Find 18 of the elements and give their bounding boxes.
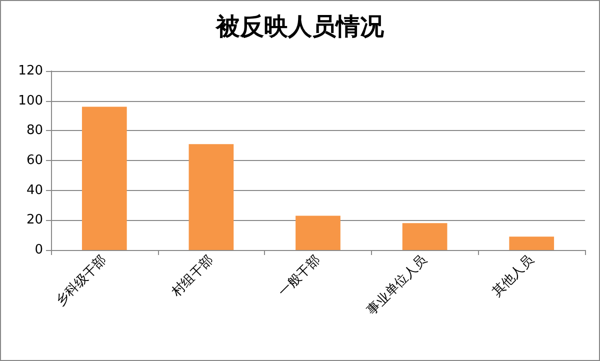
y-tick-label: 120 (18, 64, 43, 78)
bar (402, 223, 448, 250)
bar (188, 144, 234, 250)
y-tick-label: 80 (26, 123, 43, 138)
y-tick-label: 0 (34, 242, 43, 258)
x-tick-label: 事业单位人员 (364, 252, 430, 318)
x-tick-label: 乡科级干部 (53, 252, 110, 310)
y-tick-label: 20 (26, 212, 43, 228)
bar (82, 106, 127, 250)
x-tick-label: 一般干部 (276, 252, 324, 300)
bar (296, 216, 340, 250)
y-tick-label: 60 (26, 153, 43, 168)
y-tick-label: 40 (26, 182, 43, 198)
y-tick-label: 100 (18, 93, 43, 108)
x-tick-label: 其他人员 (490, 252, 537, 300)
chart-title: 被反映人员情况 (215, 12, 385, 40)
bar (509, 236, 554, 250)
x-tick-label: 村组干部 (168, 252, 217, 301)
